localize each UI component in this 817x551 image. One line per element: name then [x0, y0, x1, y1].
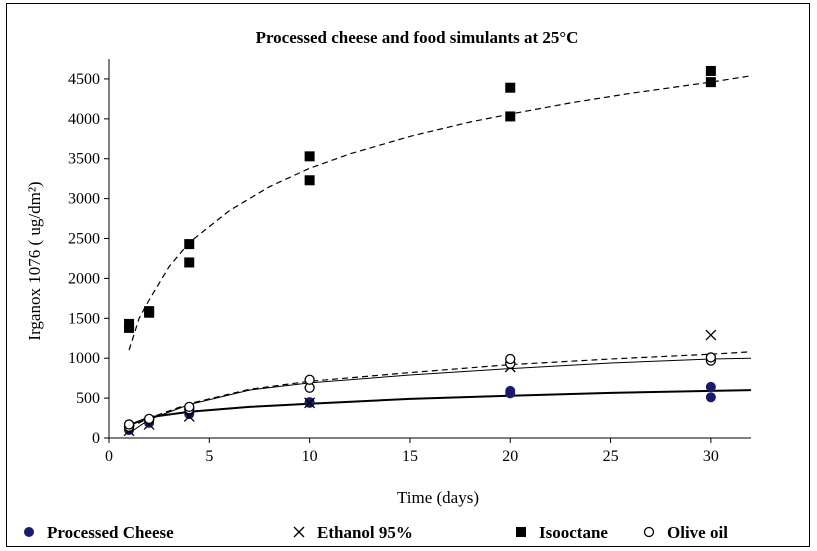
point-olive-oil: [705, 352, 717, 363]
point-isooctane: [505, 111, 516, 122]
legend-item-ethanol-95: Ethanol 95%: [293, 523, 413, 542]
legend-marker-ethanol-95: [293, 526, 305, 538]
y-tick-label: 500: [76, 390, 100, 407]
point-isooctane: [184, 257, 195, 268]
x-tick-label: 10: [302, 448, 318, 465]
x-tick-label: 20: [502, 448, 518, 465]
y-tick-label: 1000: [68, 350, 100, 367]
x-marker-stroke: [293, 526, 305, 538]
point-isooctane: [705, 77, 716, 88]
point-isooctane: [144, 306, 155, 317]
point-ethanol-95: [304, 397, 316, 409]
trendline-olive-oil: [128, 351, 752, 429]
x-tick-label: 25: [603, 448, 619, 465]
y-tick-label: 4500: [68, 71, 100, 88]
chart-title: Processed cheese and food simulants at 2…: [256, 28, 579, 47]
x-tick-label: 5: [205, 448, 213, 465]
legend-item-olive-oil: Olive oil: [643, 523, 728, 542]
legend-label-processed-cheese: Processed Cheese: [47, 523, 174, 542]
point-olive-oil: [143, 413, 155, 425]
legend-label-isooctane: Isooctane: [539, 523, 608, 542]
point-isooctane: [124, 318, 135, 329]
chart-svg: Processed cheese and food simulants at 2…: [24, 28, 752, 542]
x-tick-label: 30: [703, 448, 719, 465]
x-tick-label: 0: [105, 448, 113, 465]
legend-label-ethanol-95: Ethanol 95%: [317, 523, 413, 542]
legend-marker-processed-cheese: [24, 527, 34, 537]
legend-item-isooctane: Isooctane: [516, 523, 608, 542]
point-isooctane: [184, 239, 195, 250]
point-processed-cheese: [705, 392, 716, 403]
point-isooctane: [505, 82, 516, 93]
trendline-processed-cheese: [128, 389, 752, 427]
legend-item-processed-cheese: Processed Cheese: [24, 523, 174, 542]
legend: Processed Cheese Ethanol 95% Isooctane Oliv…: [24, 523, 728, 542]
plot-area: 0 500 1000 1500 2000 2500 3000 3500 4000 4500 0 5 10…: [68, 59, 752, 465]
y-tick-label: 2500: [68, 231, 100, 248]
y-tick-label: 2000: [68, 270, 100, 287]
point-processed-cheese: [705, 381, 716, 392]
x-tick-label: 15: [402, 448, 418, 465]
y-tick-label: 4000: [68, 111, 100, 128]
y-tick-label: 0: [92, 430, 100, 447]
y-axis-label: Irganox 1076 ( ug/dm²): [25, 181, 44, 340]
point-processed-cheese: [505, 385, 516, 396]
point-olive-oil: [184, 401, 195, 413]
legend-label-olive-oil: Olive oil: [667, 523, 728, 542]
y-tick-label: 3000: [68, 191, 100, 208]
y-tick-label: 3500: [68, 151, 100, 168]
point-isooctane: [705, 65, 716, 76]
x-marker-stroke: [304, 397, 316, 409]
trendline-isooctane: [128, 75, 752, 351]
point-isooctane: [304, 151, 315, 162]
x-axis-label: Time (days): [397, 488, 479, 507]
point-ethanol-95: [705, 329, 717, 341]
legend-marker-olive-oil: [643, 526, 655, 538]
trendline-ethanol-95: [128, 357, 752, 434]
point-olive-oil: [123, 419, 135, 430]
point-olive-oil: [304, 374, 315, 385]
point-isooctane: [304, 175, 315, 186]
x-marker-stroke: [705, 329, 717, 341]
legend-marker-isooctane: [516, 527, 526, 537]
y-tick-label: 1500: [68, 310, 100, 327]
chart-frame: Processed cheese and food simulants at 2…: [6, 3, 810, 547]
point-olive-oil: [505, 353, 516, 365]
